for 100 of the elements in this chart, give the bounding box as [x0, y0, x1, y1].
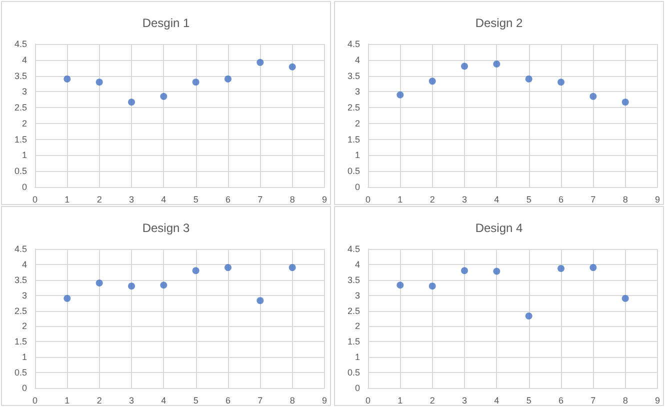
y-tick-label: 1.5 — [347, 336, 360, 347]
x-tick-label: 3 — [462, 194, 468, 204]
y-tick-label: 3.5 — [14, 274, 27, 285]
x-tick-label: 3 — [128, 396, 134, 406]
point — [160, 92, 168, 100]
point — [396, 282, 404, 289]
x-tick-label: 7 — [590, 396, 596, 406]
x-tick-label: 8 — [290, 194, 295, 204]
y-tick-label: 4 — [354, 259, 360, 270]
point — [224, 264, 232, 272]
y-tick-label: 0 — [22, 383, 27, 393]
y-tick-label: 2 — [354, 118, 360, 128]
chart-title: Design 2 — [475, 16, 523, 30]
point — [96, 279, 103, 286]
y-tick-label: 2.5 — [347, 102, 360, 113]
x-tick-label: 5 — [526, 396, 532, 406]
y-tick-label: 3 — [22, 86, 27, 97]
x-tick-label: 3 — [462, 396, 468, 406]
point — [461, 267, 468, 274]
point — [525, 312, 532, 320]
point — [622, 98, 629, 106]
x-tick-label: 9 — [654, 194, 660, 204]
x-tick-label: 5 — [526, 194, 532, 204]
x-tick-label: 2 — [96, 194, 102, 204]
point — [256, 58, 264, 66]
y-tick-label: 4.5 — [347, 244, 360, 254]
x-tick-label: 0 — [365, 194, 371, 204]
x-tick-label: 8 — [622, 194, 628, 204]
x-tick-label: 6 — [225, 194, 231, 204]
chart-title: Design 3 — [142, 221, 190, 235]
point — [64, 75, 71, 82]
x-tick-label: 9 — [322, 194, 328, 204]
point — [622, 294, 629, 302]
y-tick-label: 0.5 — [14, 166, 27, 176]
y-tick-label: 2 — [354, 321, 360, 332]
y-tick-label: 3 — [354, 86, 360, 97]
point — [558, 264, 564, 272]
x-tick-label: 2 — [430, 396, 435, 406]
y-tick-label: 1.5 — [14, 336, 27, 347]
y-tick-label: 2.5 — [14, 306, 27, 316]
point — [128, 282, 135, 290]
y-tick-label: 3.5 — [347, 274, 360, 285]
x-tick-label: 4 — [161, 396, 166, 406]
x-tick-label: 6 — [225, 396, 231, 406]
x-tick-label: 3 — [128, 194, 134, 204]
y-tick-label: 2 — [22, 321, 27, 332]
y-tick-label: 1 — [22, 150, 27, 160]
point — [64, 294, 71, 302]
x-tick-label: 7 — [258, 194, 263, 204]
point — [256, 297, 264, 304]
point — [590, 264, 597, 272]
point — [428, 78, 436, 85]
y-tick-label: 3 — [22, 290, 27, 300]
point — [396, 91, 404, 98]
x-tick-label: 5 — [193, 194, 198, 204]
point — [96, 78, 103, 86]
x-tick-label: 1 — [64, 396, 70, 406]
y-tick-label: 0 — [22, 182, 27, 192]
x-tick-label: 9 — [654, 396, 660, 406]
y-tick-label: 4.5 — [14, 244, 27, 254]
point — [493, 60, 500, 68]
point — [192, 267, 200, 274]
point — [558, 78, 564, 86]
x-tick-label: 6 — [558, 194, 564, 204]
x-tick-label: 1 — [398, 396, 403, 406]
x-tick-label: 2 — [96, 396, 102, 406]
point — [160, 282, 168, 289]
point — [224, 75, 232, 82]
point — [525, 75, 532, 82]
y-tick-label: 3.5 — [14, 70, 27, 81]
x-tick-label: 4 — [494, 194, 500, 204]
point — [192, 78, 200, 86]
point — [288, 63, 296, 70]
point — [493, 268, 500, 275]
y-tick-label: 2 — [22, 118, 27, 128]
y-tick-label: 1 — [22, 352, 27, 362]
x-tick-label: 2 — [430, 194, 435, 204]
y-tick-label: 4 — [22, 54, 27, 65]
chart-title: Design 4 — [475, 221, 523, 235]
y-tick-label: 4.5 — [347, 39, 360, 49]
x-tick-label: 5 — [193, 396, 198, 406]
y-tick-label: 1.5 — [14, 134, 27, 144]
y-tick-label: 1.5 — [347, 134, 360, 144]
point — [428, 282, 436, 290]
y-tick-label: 2.5 — [14, 102, 27, 113]
x-tick-label: 1 — [398, 194, 403, 204]
x-tick-label: 4 — [161, 194, 166, 204]
point — [590, 92, 597, 100]
x-tick-label: 7 — [590, 194, 596, 204]
y-tick-label: 0.5 — [14, 368, 27, 378]
y-tick-label: 0 — [354, 383, 360, 393]
x-tick-label: 7 — [258, 396, 263, 406]
y-tick-label: 4 — [22, 259, 27, 270]
x-tick-label: 4 — [494, 396, 500, 406]
y-tick-label: 1 — [354, 150, 360, 160]
x-tick-label: 0 — [365, 396, 371, 406]
point — [288, 264, 296, 272]
x-tick-label: 1 — [64, 194, 70, 204]
chart-title: Desgin 1 — [142, 16, 190, 30]
x-tick-label: 8 — [622, 396, 628, 406]
